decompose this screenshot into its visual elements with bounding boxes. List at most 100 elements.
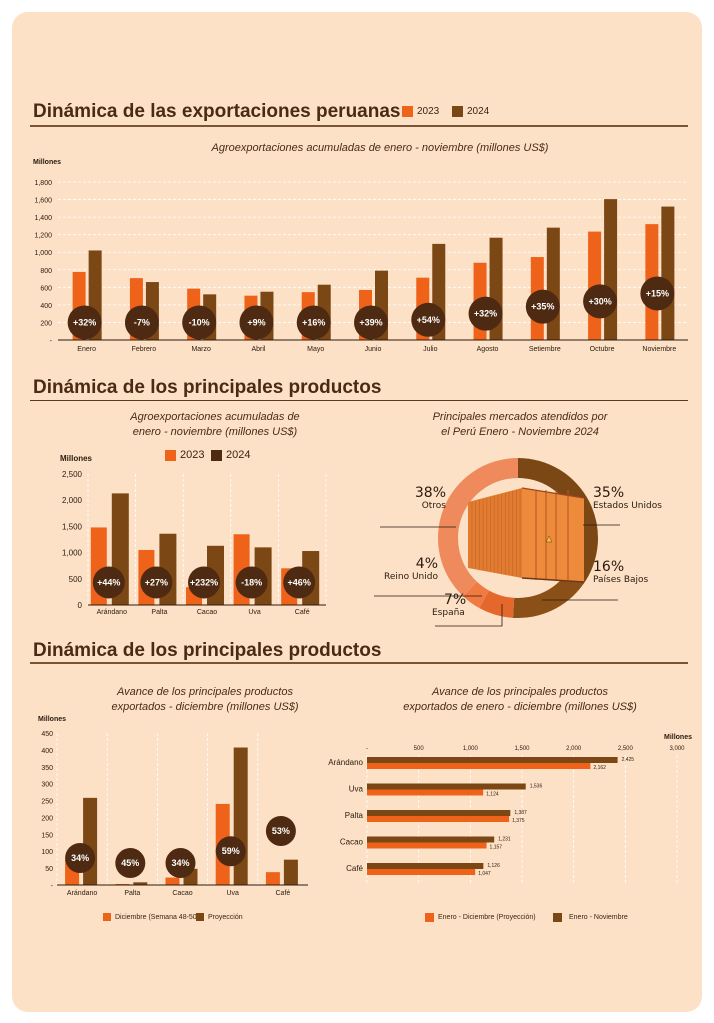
change-badge <box>354 305 388 340</box>
bar-value-label: 1,157 <box>490 845 503 851</box>
bar-enero-noviembre <box>367 783 526 790</box>
donut-pct-reino-unido: 4% <box>415 556 438 572</box>
products-chart: Millones 0 500 1,000 1,500 2,000 2,500 +44% Arán… <box>60 454 327 616</box>
change-badge-label: +46% <box>288 577 311 587</box>
progress-badge-label: 59% <box>222 846 240 856</box>
x-tick-label: Enero <box>77 346 96 353</box>
bar-enero-noviembre <box>367 757 618 763</box>
container-front <box>522 488 584 582</box>
y-tick-label: Cacao <box>340 838 364 847</box>
change-badge <box>235 566 268 599</box>
donut-pct-espana: 7% <box>444 592 467 608</box>
y-axis-unit-label: Millones <box>60 454 93 463</box>
change-badge <box>283 566 316 599</box>
change-badge-label: +9% <box>247 317 265 327</box>
change-badge-label: +32% <box>73 317 96 327</box>
change-badge <box>188 566 220 599</box>
donut-name-espana: España <box>432 608 465 618</box>
x-tick-label: 2,500 <box>618 746 634 752</box>
y-tick-label: Arándano <box>328 758 363 767</box>
legend-label: 2023 <box>417 106 440 117</box>
y-tick-label: 1,200 <box>34 233 52 240</box>
change-badge-label: -10% <box>189 317 210 327</box>
legend-swatch-2024 <box>211 449 222 461</box>
x-tick-label: Café <box>276 890 291 897</box>
x-tick-label: Julio <box>423 346 438 353</box>
y-tick-label: 1,400 <box>34 215 52 222</box>
bar-value-label: 1,047 <box>478 871 491 877</box>
y-tick-label: 350 <box>41 765 53 772</box>
change-badge-label: +15% <box>646 288 669 298</box>
change-badge <box>140 566 173 599</box>
y-tick-label: Palta <box>345 811 364 820</box>
progress-badge-label: 34% <box>71 853 89 863</box>
bar-value-label: 1,124 <box>486 792 499 798</box>
y-tick-label: 200 <box>40 320 52 327</box>
change-badge-label: +32% <box>474 309 497 319</box>
section1-legend-2024: 2024 <box>452 106 489 117</box>
section3-title: Dinámica de los principales productos <box>33 640 382 661</box>
slice-espana <box>479 590 515 618</box>
y-tick-label: 2,500 <box>62 470 83 479</box>
chart2-subtitle-line2: enero - noviembre (millones US$) <box>132 426 298 438</box>
change-badge-label: -18% <box>241 577 262 587</box>
slice-reino-unido <box>463 581 490 609</box>
bar-diciembre <box>265 872 280 885</box>
slice-otros <box>438 458 518 597</box>
bar-value-label: 1,387 <box>514 810 527 816</box>
y-tick-label: 800 <box>40 268 52 275</box>
donut-name-paises-bajos: Países Bajos <box>593 575 649 585</box>
x-axis-unit-label: Millones <box>664 734 692 741</box>
y-axis-unit-label: Millones <box>33 159 61 166</box>
bar-value-label: 1,536 <box>530 784 543 790</box>
donut-subtitle: Principales mercados atendidos por el Pe… <box>380 410 660 440</box>
legend-swatch-2023 <box>165 449 176 461</box>
y-tick-label: Uva <box>349 785 364 794</box>
bar-enero-noviembre <box>367 863 484 869</box>
section2-legend-2024: 2024 <box>211 449 250 461</box>
legend-swatch-enero-diciembre <box>425 913 434 922</box>
progress-badge-label: 45% <box>121 858 139 868</box>
progress-badge <box>65 842 96 873</box>
december-chart: Millones - 50 100 150 200 250 300 350 400 450 34% Ar… <box>38 716 308 897</box>
x-tick-label: 1,500 <box>514 746 530 752</box>
bar-2024 <box>604 199 618 340</box>
x-tick-label: Palta <box>151 609 167 616</box>
change-badge <box>411 302 446 337</box>
shipping-container-icon <box>468 487 585 583</box>
y-tick-label: 400 <box>40 303 52 310</box>
bar-enero-diciembre <box>367 869 476 875</box>
change-badge-label: +27% <box>145 577 168 587</box>
y-tick-label: 1,000 <box>62 549 83 558</box>
donut-label-estados-unidos: 35% Estados Unidos <box>593 486 662 512</box>
y-tick-label: 500 <box>69 575 83 584</box>
y-tick-label: - <box>51 883 54 890</box>
donut-name-reino-unido: Reino Unido <box>384 572 438 582</box>
change-badge <box>124 305 159 340</box>
donut-pct-estados-unidos: 35% <box>593 485 625 501</box>
chart4-subtitle: Avance de los principales productos expo… <box>360 685 680 715</box>
change-badge-label: +232% <box>190 577 218 587</box>
bar-value-label: 2,162 <box>593 765 606 771</box>
x-tick-label: - <box>366 746 368 752</box>
container-side <box>468 488 522 578</box>
y-tick-label: Café <box>346 864 363 873</box>
donut-label-otros: 38% Otros <box>414 486 446 512</box>
progress-badge <box>265 815 296 846</box>
y-tick-label: 2,000 <box>62 496 83 505</box>
change-badge-label: +44% <box>97 577 120 587</box>
progress-badge-label: 34% <box>171 858 189 868</box>
y-tick-label: 1,600 <box>34 198 52 205</box>
section3-legend-enero-diciembre: Enero - Diciembre (Proyección) <box>425 913 536 922</box>
section1-legend-2023: 2023 <box>402 106 439 117</box>
change-badge <box>468 296 503 331</box>
donut-name-estados-unidos: Estados Unidos <box>593 501 662 511</box>
chart4-subtitle-line2: exportados de enero - diciembre (millone… <box>403 701 637 713</box>
bar-enero-diciembre <box>367 789 484 796</box>
x-tick-label: Uva <box>248 609 261 616</box>
x-tick-label: 500 <box>414 746 425 752</box>
container-edge <box>521 487 585 499</box>
change-badge <box>583 284 618 319</box>
x-tick-label: Setiembre <box>529 346 561 353</box>
section3-legend-diciembre: Diciembre (Semana 48-50) <box>103 913 199 921</box>
